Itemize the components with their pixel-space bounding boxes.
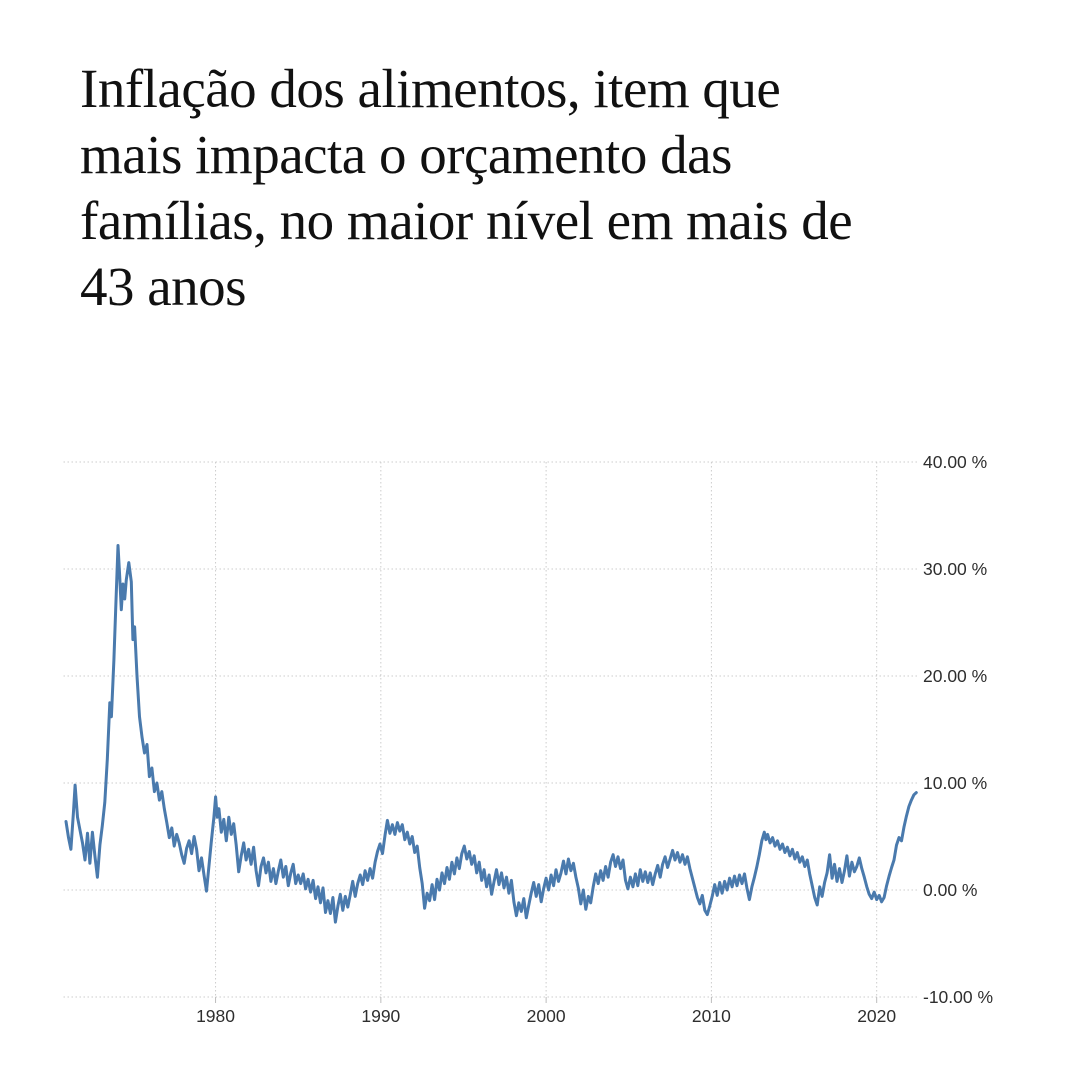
y-tick-label: 30.00 % [923, 559, 987, 579]
y-tick-label: 10.00 % [923, 773, 987, 793]
inflation-chart-svg: 40.00 % 30.00 % 20.00 % 10.00 % 0.00 % -10.00… [63, 452, 993, 1026]
x-tick-label: 1980 [196, 1006, 235, 1026]
headline: Inflação dos alimentos, item que mais im… [80, 58, 853, 317]
y-tick-label: 20.00 % [923, 666, 987, 686]
y-tick-label: 40.00 % [923, 452, 987, 472]
series-line-inflacao-dos-alimentos [64, 544, 918, 924]
y-tick-label: 0.00 % [923, 880, 977, 900]
x-tick-label: 2010 [692, 1006, 731, 1026]
x-tick-label: 2020 [857, 1006, 896, 1026]
chart-area: 40.00 % 30.00 % 20.00 % 10.00 % 0.00 % -10.00… [0, 440, 1080, 1060]
x-tick-label: 2000 [527, 1006, 566, 1026]
x-tick-label: 1990 [361, 1006, 400, 1026]
y-tick-label: -10.00 % [923, 987, 993, 1007]
